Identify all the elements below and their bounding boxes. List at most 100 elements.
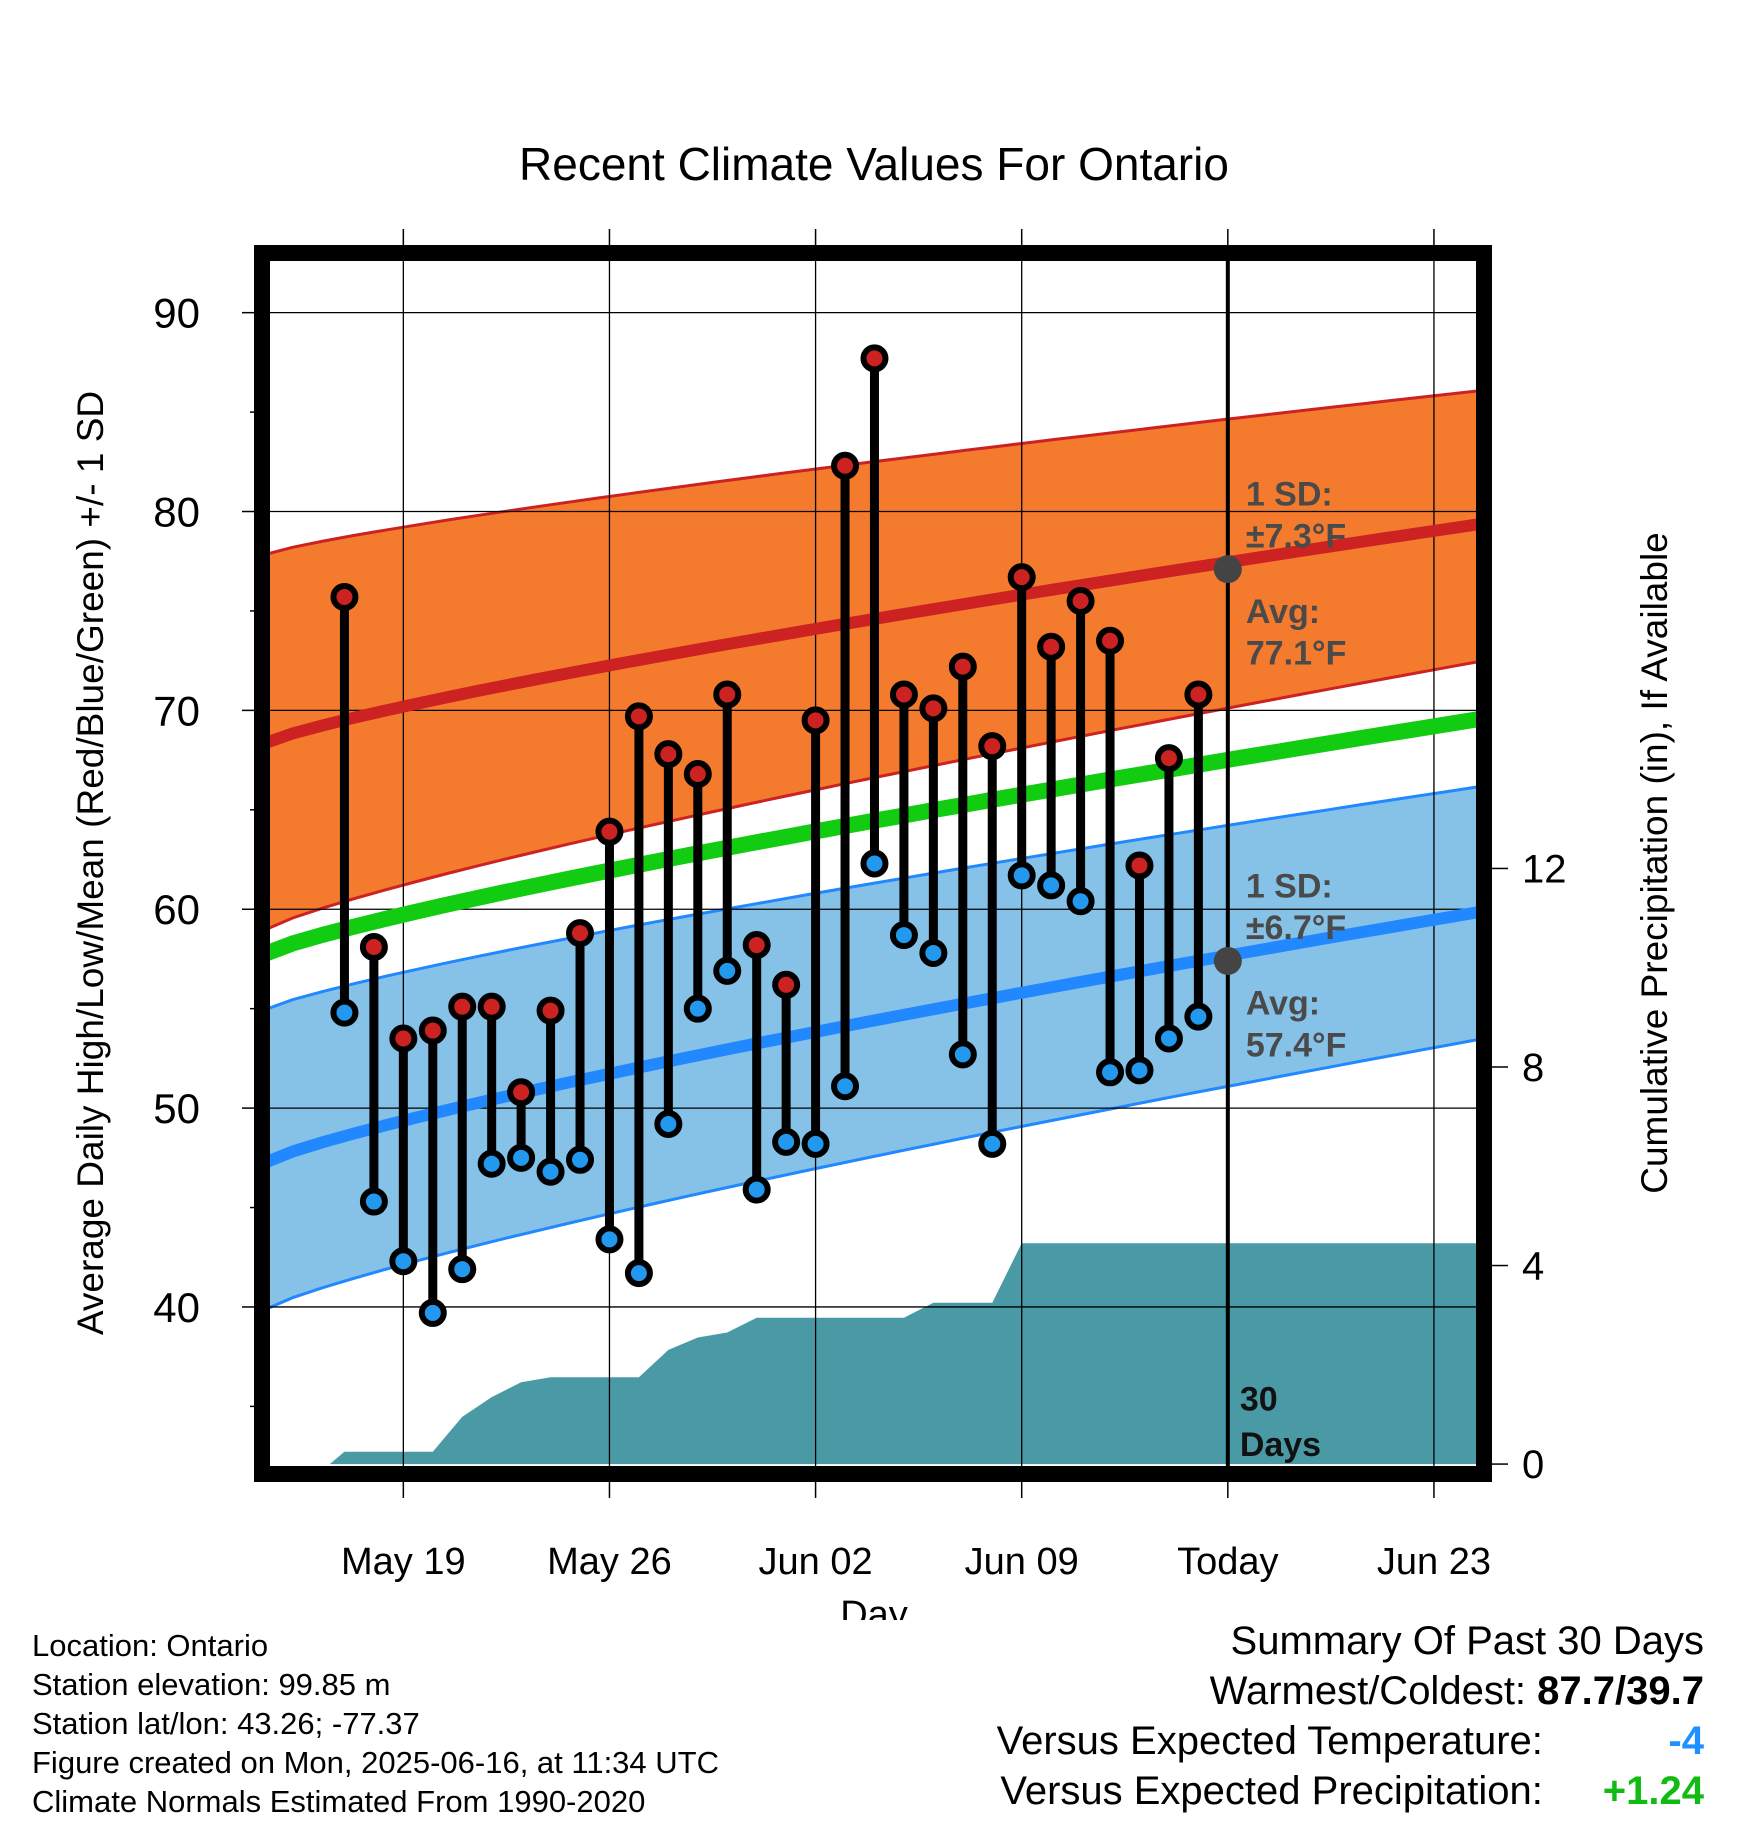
x-tick-label: Jun 02 [759,1541,873,1583]
y-tick-label: 80 [153,489,200,536]
latlon-text: Station lat/lon: 43.26; -77.37 [32,1706,420,1741]
low-temp-point [831,1072,860,1101]
high-sd-label: 1 SD: [1246,476,1333,514]
plot-inner [262,253,1484,1474]
low-temp-point [448,1255,477,1284]
y-tick-label: 90 [153,290,200,337]
low-band-upper-edge [262,784,1484,1013]
high-temp-point [831,451,860,480]
y-tick-label: 50 [153,1085,200,1132]
temp-row: Versus Expected Temperature: -4 [997,1716,1704,1766]
warm-cold-value: 87.7/39.7 [1537,1669,1704,1713]
low-temp-point [566,1145,595,1174]
low-temp-point [477,1149,506,1178]
high-temp-point [389,1024,418,1053]
x-tick-label: Jun 23 [1377,1541,1491,1583]
x-tick-label: May 26 [547,1541,672,1583]
low-temp-point [418,1298,447,1327]
high-sd-value: ±7.3°F [1246,517,1346,555]
low-temp-point [772,1127,801,1156]
station-info: Location: Ontario Station elevation: 99.… [32,1626,719,1821]
chart-title: Recent Climate Values For Ontario [519,138,1229,190]
low-temp-point [536,1157,565,1186]
high-temp-point [1037,632,1066,661]
high-temp-point [654,740,683,769]
high-temp-point [507,1078,536,1107]
high-temp-point [566,919,595,948]
low-temp-point [624,1259,653,1288]
days-label-number: 30 [1240,1380,1278,1418]
y2-tick-label: 0 [1522,1443,1544,1487]
y-tick-label: 40 [153,1284,200,1331]
high-temp-point [742,931,771,960]
high-temp-point [536,996,565,1025]
high-temp-point [595,817,624,846]
low-temp-point [1096,1058,1125,1087]
low-temp-point [889,921,918,950]
y2-tick-label: 8 [1522,1046,1544,1090]
low-temp-point [1007,861,1036,890]
y2-axis-label: Cumulative Precipitation (in), If Availa… [1634,532,1675,1194]
high-avg-label: Avg: [1246,593,1320,631]
created-text: Figure created on Mon, 2025-06-16, at 11… [32,1745,719,1780]
high-temp-point [713,680,742,709]
days-label-word: Days [1240,1426,1321,1464]
high-temp-point [624,702,653,731]
high-temp-point [477,992,506,1021]
x-tick-label: Today [1177,1541,1278,1583]
low-sd-value: ±6.7°F [1246,909,1346,947]
low-temp-point [359,1187,388,1216]
temp-label: Versus Expected Temperature: [996,1719,1543,1763]
warm-cold-row: Warmest/Coldest: 87.7/39.7 [997,1666,1704,1716]
low-temp-point [713,956,742,985]
elevation-text: Station elevation: 99.85 m [32,1667,391,1702]
precip-label: Versus Expected Precipitation: [1000,1769,1543,1813]
temp-value: -4 [1668,1719,1704,1763]
summary-title: Summary Of Past 30 Days [1230,1619,1704,1663]
low-temp-point [507,1143,536,1172]
low-temp-point [683,994,712,1023]
low-temp-point [948,1040,977,1069]
y2-tick-label: 12 [1522,847,1567,891]
low-temp-point [330,998,359,1027]
low-temp-point [1154,1024,1183,1053]
high-temp-point [1184,680,1213,709]
high-temp-point [359,933,388,962]
y-axis-label: Average Daily High/Low/Mean (Red/Blue/Gr… [70,391,111,1335]
x-tick-label: Jun 09 [965,1541,1079,1583]
high-temp-point [919,694,948,723]
high-temp-point [1096,626,1125,655]
low-sd-band [262,785,1484,1311]
x-tick-label: May 19 [341,1541,466,1583]
high-temp-point [448,992,477,1021]
low-temp-point [1066,887,1095,916]
high-temp-point [1007,563,1036,592]
high-temp-point [330,583,359,612]
precip-row: Versus Expected Precipitation: +1.24 [997,1766,1704,1816]
low-temp-point [978,1129,1007,1158]
high-temp-point [418,1016,447,1045]
high-temp-point [1066,587,1095,616]
location-text: Location: Ontario [32,1628,269,1663]
high-temp-point [1125,851,1154,880]
high-temp-point [801,706,830,735]
high-avg-value: 77.1°F [1246,635,1347,673]
low-temp-point [742,1175,771,1204]
summary-panel: Summary Of Past 30 Days Warmest/Coldest:… [997,1616,1704,1816]
high-temp-point [948,652,977,681]
high-temp-point [772,970,801,999]
today-high-avg-marker [1213,555,1242,584]
low-temp-point [595,1225,624,1254]
low-sd-label: 1 SD: [1246,867,1333,905]
low-temp-point [1184,1002,1213,1031]
y2-tick-label: 4 [1522,1245,1544,1289]
low-avg-label: Avg: [1246,985,1320,1023]
normals-text: Climate Normals Estimated From 1990-2020 [32,1784,646,1819]
high-temp-point [683,760,712,789]
precipitation-area [329,1243,1484,1465]
plot-frame [254,245,1492,1482]
low-temp-point [1125,1056,1154,1085]
high-temp-point [860,344,889,373]
low-temp-point [654,1110,683,1139]
